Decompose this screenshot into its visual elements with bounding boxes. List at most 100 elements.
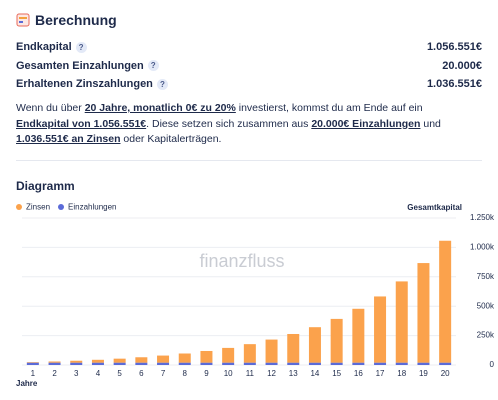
bar-segment <box>200 350 213 363</box>
bar-segment <box>222 347 235 363</box>
x-tick-label: 18 <box>397 369 406 378</box>
legend-label: Zinsen <box>26 203 50 212</box>
bar-segment <box>308 327 321 363</box>
bar-segment <box>91 359 104 363</box>
x-tick-label: 11 <box>246 369 255 378</box>
bar-segment <box>178 353 191 363</box>
bar-segment <box>135 357 148 363</box>
x-tick-label: 3 <box>74 369 79 378</box>
bar-segment <box>352 362 365 365</box>
title-text: Berechnung <box>35 12 117 28</box>
bar-segment <box>26 362 39 365</box>
bar-segment <box>157 362 170 365</box>
y-tick-label: 1.250k <box>470 213 495 222</box>
x-axis-title: Jahre <box>16 379 38 388</box>
bar-segment <box>70 362 83 365</box>
x-tick-label: 12 <box>267 369 276 378</box>
bar-segment <box>135 362 148 365</box>
text-part: . Diese setzen sich zusammen aus <box>146 117 312 130</box>
bar-segment <box>417 263 430 363</box>
chart-title: Diagramm <box>16 179 75 193</box>
summary-row: Endkapital? 1.056.551€ <box>16 41 482 53</box>
bar-segment <box>113 358 126 363</box>
bar-segment <box>178 362 191 365</box>
bar-segment <box>330 362 343 365</box>
text-part: oder Kapitalerträgen. <box>120 133 222 145</box>
y-axis-title: Gesamtkapital <box>407 203 462 212</box>
summary-text: Wenn du über 20 Jahre, monatlich 0€ zu 2… <box>16 101 476 148</box>
bar-segment <box>287 362 300 365</box>
y-tick-label: 250k <box>477 331 495 340</box>
bar-segment <box>200 362 213 365</box>
row-value: 1.056.551€ <box>426 41 482 53</box>
label: Endkapital <box>16 41 72 53</box>
label: Gesamten Einzahlungen <box>16 59 144 72</box>
y-tick-label: 1.000k <box>470 243 495 252</box>
text-part: investierst, kommst du am Ende auf ein <box>235 102 423 114</box>
legend-swatch <box>58 204 64 210</box>
help-icon[interactable]: ? <box>147 60 159 72</box>
row-label: Endkapital? <box>16 41 87 53</box>
text-part: und <box>420 117 441 130</box>
bar-segment <box>157 355 170 363</box>
bar-segment <box>439 240 452 363</box>
x-tick-label: 15 <box>332 369 341 378</box>
bar-segment <box>222 362 235 365</box>
bar-segment <box>265 339 278 363</box>
bar-segment <box>330 318 343 363</box>
bar-segment <box>113 362 126 365</box>
x-tick-label: 17 <box>376 369 385 378</box>
icon <box>16 13 30 27</box>
row-label: Gesamten Einzahlungen? <box>16 60 159 72</box>
row-value: 1.036.551€ <box>426 78 482 90</box>
bar-segment <box>91 362 104 365</box>
x-tick-label: 4 <box>96 369 101 378</box>
x-tick-label: 10 <box>224 369 233 378</box>
y-tick-label: 0 <box>490 360 495 369</box>
x-tick-label: 16 <box>354 369 363 378</box>
text-part: Endkapital von 1.056.551€ <box>16 117 147 130</box>
x-tick-label: 8 <box>183 369 188 378</box>
legend-swatch <box>16 204 22 210</box>
text-part: 20.000€ Einzahlungen <box>311 117 421 130</box>
bar-segment <box>374 362 387 365</box>
summary-row: Gesamten Einzahlungen? 20.000€ <box>16 60 482 72</box>
bar-segment <box>287 333 300 363</box>
bar-segment <box>352 308 365 363</box>
x-tick-label: 14 <box>310 369 319 378</box>
bar-segment <box>265 362 278 365</box>
text-part: Wenn du über <box>16 102 85 114</box>
help-icon[interactable]: ? <box>156 78 168 90</box>
help-icon[interactable]: ? <box>75 41 87 53</box>
bar-segment <box>395 281 408 363</box>
x-tick-label: 2 <box>52 369 57 378</box>
y-tick-label: 500k <box>477 301 495 310</box>
row-value: 20.000€ <box>442 59 482 72</box>
bar-segment <box>439 362 452 365</box>
legend-label: Einzahlungen <box>68 203 116 212</box>
bar-segment <box>26 362 39 363</box>
x-tick-label: 5 <box>117 369 122 378</box>
bar-segment <box>243 344 256 363</box>
x-tick-label: 20 <box>441 369 450 378</box>
bar-segment <box>308 362 321 365</box>
bar-segment <box>395 362 408 365</box>
x-tick-label: 6 <box>139 369 144 378</box>
bar-segment <box>70 360 83 363</box>
divider <box>16 160 482 161</box>
section-title: Berechnung <box>16 12 117 28</box>
row-label: Erhaltenen Zinszahlungen? <box>16 78 168 90</box>
x-tick-label: 13 <box>289 369 298 378</box>
label: Erhaltenen Zinszahlungen <box>16 78 153 90</box>
y-tick-label: 750k <box>477 272 495 281</box>
bar-segment <box>374 296 387 363</box>
bar-segment <box>417 362 430 365</box>
x-tick-label: 19 <box>419 369 428 378</box>
x-tick-label: 9 <box>204 369 209 378</box>
bar-segment <box>48 362 61 365</box>
bar-segment <box>48 361 61 363</box>
x-tick-label: 1 <box>31 369 36 378</box>
text-part: 1.036.551€ an Zinsen <box>16 133 121 145</box>
